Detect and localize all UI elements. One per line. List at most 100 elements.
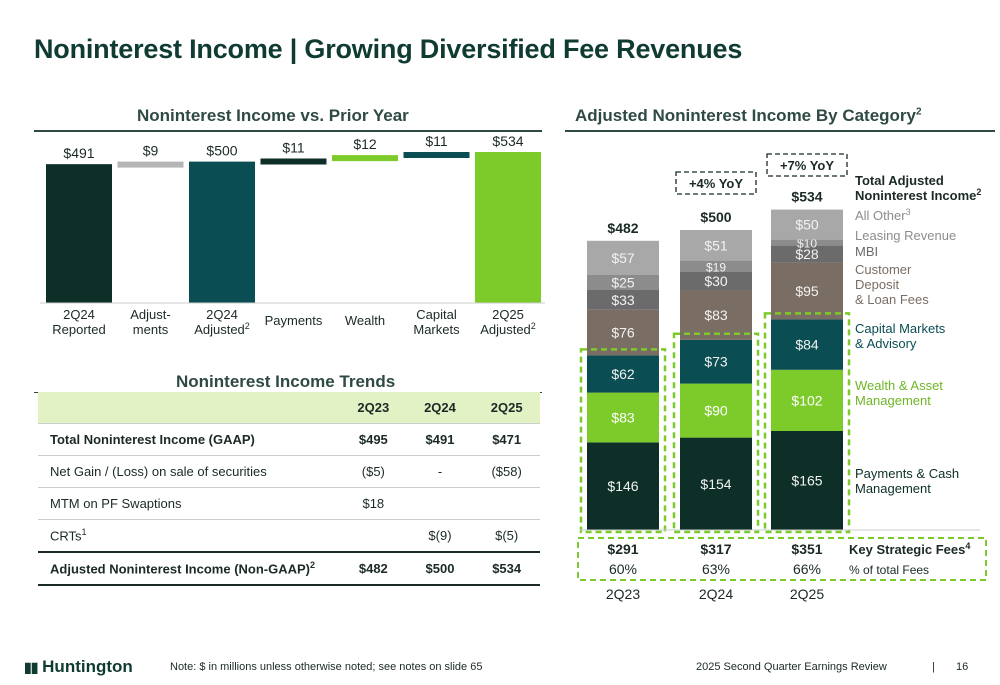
stack-segment-label: $33 [611,292,635,308]
waterfall-category-label: Adjust- [130,307,170,322]
stack-total-label: $482 [607,220,638,236]
stack-segment [680,339,752,384]
trends-column-header: 2Q24 [406,392,474,424]
stack-segment-label: $19 [706,260,726,274]
trends-cell: $(9) [406,519,474,553]
stack-segment [587,309,659,356]
stack-segment-label: $10 [797,237,817,251]
trends-row-label: MTM on PF Swaptions [38,487,340,520]
trends-cell: $500 [406,551,474,586]
table-row: MTM on PF Swaptions $18 [38,487,540,520]
waterfall-bar [332,155,398,162]
waterfall-bar [475,152,541,303]
waterfall-category-label: 2Q24 [63,307,95,322]
stack-segment-label: $50 [795,217,819,233]
waterfall-bar [117,161,184,168]
yoy-callout-box [675,171,757,195]
legend-label: Wealth & Asset [855,378,943,393]
legend-label: Total Adjusted [855,173,944,188]
yoy-callout-text: +7% YoY [780,158,834,173]
waterfall-bar [403,152,470,158]
waterfall-value-label: $11 [282,140,305,156]
waterfall-category-label: Capital [416,307,457,322]
stack-total-label: $534 [791,189,822,205]
page-title: Noninterest Income | Growing Diversified… [34,34,743,64]
stack-segment-label: $154 [700,476,731,492]
waterfall-category-label: Adjusted2 [194,321,250,337]
stack-segment [680,260,752,272]
waterfall-value-label: $534 [492,135,523,149]
trends-row-label: Adjusted Noninterest Income (Non-GAAP)2 [38,551,340,586]
stack-segment-label: $76 [611,325,635,341]
legend-label: Leasing Revenue [855,228,956,243]
yoy-callout-text: +4% YoY [689,176,743,191]
trends-cell: $471 [473,423,540,456]
stack-segment-label: $83 [611,410,635,426]
huntington-logo: ▮▮ Huntington [24,657,133,676]
stack-segment-label: $51 [704,237,728,253]
stack-segment [587,442,659,530]
waterfall-category-label: 2Q25 [492,307,524,322]
waterfall-value-label: $500 [206,143,237,159]
key-strategic-outline [763,312,851,534]
trends-cell: $491 [406,423,474,456]
key-fees-pct: 66% [793,561,821,577]
key-fees-pct-label: % of total Fees [849,563,929,577]
legend-label: Management [855,481,931,496]
key-fees-pct: 60% [609,561,637,577]
stack-segment-label: $102 [791,392,822,408]
trends-row-label: Net Gain / (Loss) on sale of securities [38,455,340,488]
trends-column-header: 2Q25 [473,392,540,424]
stack-category-label: 2Q23 [606,586,640,602]
waterfall-value-label: $9 [143,143,159,159]
waterfall-category-label: Markets [413,322,460,337]
stack-segment [771,369,843,431]
stack-segment [680,290,752,340]
key-fees-pct: 63% [702,561,730,577]
stack-segment-label: $165 [791,473,822,489]
legend-label: Noninterest Income2 [855,187,981,203]
trends-cell: ($5) [340,455,407,488]
trends-title: Noninterest Income Trends [176,372,396,391]
trends-cell [473,487,540,520]
page-number: 16 [956,661,969,673]
table-row: Adjusted Noninterest Income (Non-GAAP)2 $… [38,551,540,586]
stack-segment-label: $95 [795,283,819,299]
waterfall-value-label: $12 [353,136,377,152]
waterfall-category-label: 2Q24 [206,307,238,322]
legend-label: Payments & Cash [855,466,959,481]
trends-row-label: Total Noninterest Income (GAAP) [38,423,340,456]
stack-segment [587,392,659,443]
legend-label: MBI [855,244,878,259]
stack-segment [587,290,659,310]
legend-label: & Loan Fees [855,292,929,307]
yoy-callout-box [766,153,848,177]
trends-cell: $495 [340,423,407,456]
stack-segment-label: $62 [611,366,635,382]
stack-segment-label: $90 [704,403,728,419]
stack-segment [771,319,843,370]
key-fees-value: $291 [607,541,638,557]
waterfall-category-label: ments [133,322,169,337]
stack-segment [771,239,843,246]
stack-segment [587,355,659,393]
stack-segment [771,431,843,530]
trends-cell: $534 [473,551,540,586]
trends-row-label: CRTs1 [38,519,340,553]
trends-cell: - [406,455,474,488]
stack-segment [680,383,752,438]
key-fees-value: $317 [700,541,731,557]
trends-table: 2Q23 2Q24 2Q25 Total Noninterest Income (GA… [38,392,540,586]
legend-label: Capital Markets [855,321,946,336]
trends-header-row: 2Q23 2Q24 2Q25 [38,392,540,424]
footer-separator: | [932,661,935,673]
stack-segment [680,230,752,261]
waterfall-chart: $4912Q24Reported$9Adjust-ments$5002Q24Ad… [40,135,545,337]
key-fees-label: Key Strategic Fees4 [849,541,970,557]
stack-segment-label: $28 [795,246,819,262]
table-row: Total Noninterest Income (GAAP) $495 $491 $… [38,423,540,456]
legend-label: Deposit [855,277,899,292]
stack-total-label: $500 [700,209,731,225]
stack-segment [771,245,843,263]
category-chart-title: Adjusted Noninterest Income By Category2 [575,106,922,125]
